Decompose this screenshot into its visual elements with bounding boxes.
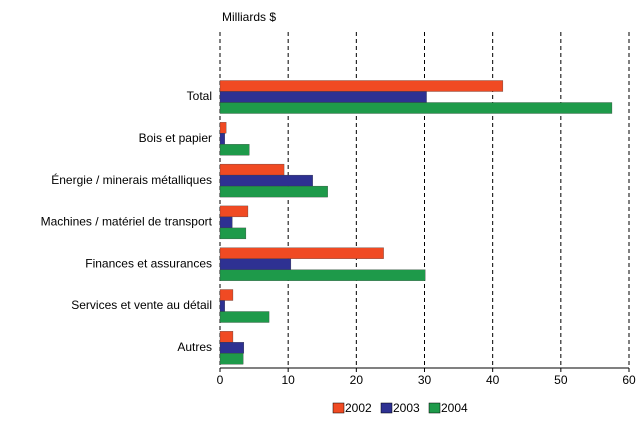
bar [219,205,249,218]
legend-label: 2003 [393,401,420,415]
bar [219,216,233,229]
bar [219,144,250,156]
legend-swatch [380,402,393,414]
y-tick-label: Total [187,89,212,103]
x-tick-label: 0 [217,373,224,387]
bar [219,122,227,134]
legend-label: 2002 [345,401,372,415]
x-tick-label: 30 [418,373,432,387]
y-tick-label: Finances et assurances [85,256,212,270]
y-tick-label: Autres [177,340,212,354]
y-tick-label: Machines / matériel de transport [41,215,213,229]
bar [219,185,328,198]
legend-label: 2004 [441,401,468,415]
x-tick-label: 40 [486,373,500,387]
y-tick-label: Services et vente au détail [71,298,212,312]
bar [219,174,313,187]
bar [219,300,225,312]
bar [219,353,244,365]
bar [219,102,613,114]
bar [219,163,285,176]
axis-label: Milliards $ [222,10,276,24]
bar [219,258,292,270]
bar [219,269,426,281]
y-tick-label: Énergie / minerais métalliques [51,172,212,187]
bar [219,91,427,103]
x-tick-label: 60 [622,373,636,387]
bar [219,311,270,323]
bar [219,342,245,354]
x-tick-label: 10 [281,373,295,387]
x-tick-label: 50 [554,373,568,387]
bar [219,331,234,343]
x-tick-label: 20 [350,373,364,387]
bar [219,227,247,240]
bar [219,80,504,92]
legend-swatch [332,402,345,414]
bar [219,289,234,301]
bar [219,133,225,145]
y-tick-label: Bois et papier [139,131,212,145]
bar [219,247,384,259]
legend-swatch [428,402,441,414]
